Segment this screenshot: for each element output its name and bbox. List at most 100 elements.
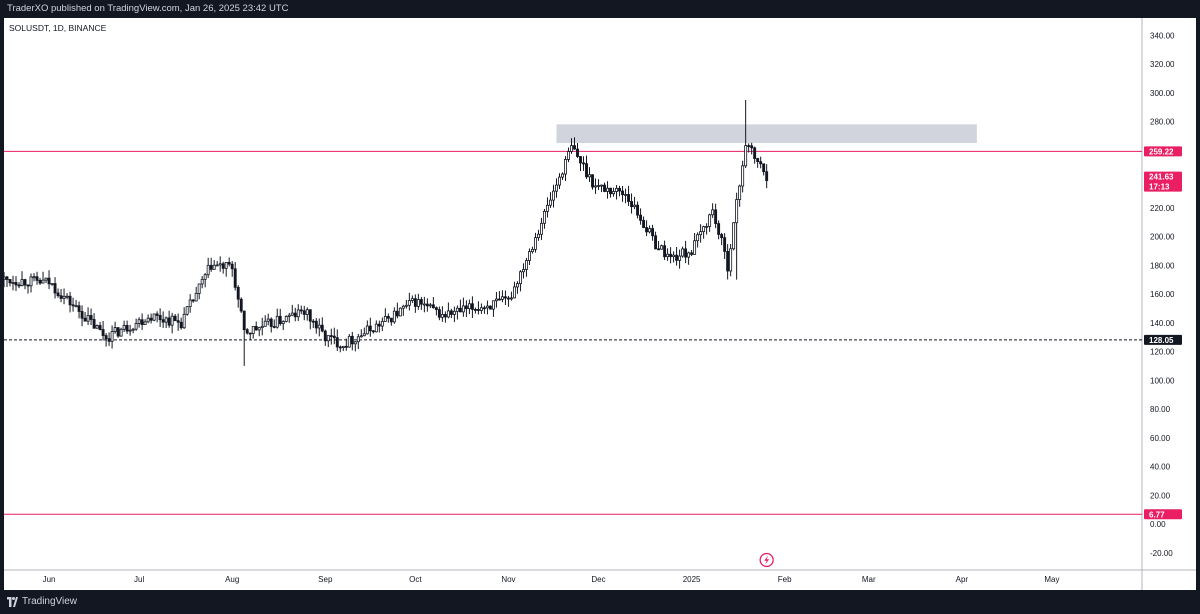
y-tick-label: 320.00	[1150, 60, 1175, 69]
candle-body	[756, 158, 760, 163]
candle-body	[458, 307, 462, 313]
candle-body	[522, 269, 525, 273]
candle-body	[65, 295, 69, 298]
candle-body	[585, 163, 588, 178]
candle-body	[663, 245, 667, 258]
candle-body	[302, 310, 306, 315]
candle-body	[143, 321, 147, 325]
y-tick-label: 200.00	[1150, 233, 1175, 242]
candle-body	[747, 145, 751, 148]
candle-body	[53, 283, 57, 294]
candle-body	[690, 252, 694, 255]
candle-body	[47, 277, 51, 285]
candle-body	[678, 255, 682, 261]
published-text: TraderXO published on TradingView.com, J…	[7, 3, 289, 14]
y-tick-label: 280.00	[1150, 118, 1175, 127]
level-tag-0-bg	[1144, 146, 1182, 157]
level-tag-0: 259.22	[1149, 147, 1174, 156]
candle-body	[368, 325, 372, 332]
candle-body	[627, 194, 630, 202]
candle-body	[284, 316, 288, 322]
candle-body	[488, 305, 492, 310]
candle-body	[579, 156, 582, 164]
candle-body	[726, 251, 730, 272]
candle-body	[443, 314, 447, 318]
candle-body	[512, 286, 516, 299]
candle-body	[215, 264, 219, 267]
candle-body	[128, 329, 132, 332]
candle-body	[137, 319, 141, 324]
candle-body	[546, 204, 549, 212]
candle-body	[410, 298, 414, 301]
tradingview-logo-icon	[7, 597, 18, 607]
candle-body	[621, 190, 624, 196]
candle-body	[176, 320, 180, 323]
candle-body	[431, 304, 435, 309]
candle-body	[41, 279, 45, 284]
candle-body	[440, 314, 444, 318]
candle-body	[323, 330, 327, 342]
y-tick-label: 0.00	[1150, 520, 1166, 529]
candle-body	[537, 233, 540, 239]
candle-body	[281, 321, 285, 325]
x-tick-label: Jun	[43, 575, 56, 584]
candle-body	[356, 336, 360, 343]
candle-body	[485, 305, 489, 309]
candle-body	[290, 312, 294, 316]
candle-body	[675, 254, 679, 261]
candle-body	[582, 162, 585, 165]
candle-body	[696, 234, 700, 242]
candle-body	[326, 335, 330, 342]
candle-body	[200, 278, 204, 285]
candle-body	[353, 341, 357, 345]
candle-body	[615, 187, 618, 192]
candle-body	[612, 191, 615, 195]
candle-body	[17, 284, 21, 287]
candle-body	[344, 345, 348, 348]
y-tick-label: 220.00	[1150, 204, 1175, 213]
candle-body	[101, 329, 105, 336]
chart-frame[interactable]: 340.00320.00300.00280.00260.00240.00220.…	[4, 18, 1196, 590]
candle-body	[44, 277, 48, 281]
candle-body	[212, 264, 216, 270]
x-tick-label: Dec	[591, 575, 605, 584]
candle-body	[119, 328, 123, 337]
x-tick-label: Feb	[778, 575, 792, 584]
candle-body	[233, 268, 237, 288]
candle-body	[540, 222, 543, 235]
candle-body	[35, 276, 39, 281]
candle-body	[735, 199, 739, 224]
candle-body	[50, 283, 54, 285]
candle-body	[182, 313, 186, 329]
candle-body	[657, 248, 661, 251]
level-tag-2-bg	[1144, 509, 1182, 520]
candle-body	[555, 184, 558, 192]
candle-body	[519, 271, 522, 285]
candle-body	[20, 279, 24, 287]
level-tag-1-bg	[1144, 334, 1182, 345]
candle-body	[567, 151, 570, 160]
candle-body	[359, 335, 363, 338]
candle-body	[32, 276, 36, 279]
candle-body	[104, 335, 108, 340]
candle-body	[164, 317, 168, 323]
candles	[4, 99, 769, 366]
candle-body	[242, 310, 246, 331]
candle-body	[152, 313, 156, 321]
candle-body	[618, 187, 621, 192]
candle-body	[708, 214, 712, 227]
candle-body	[62, 295, 66, 299]
candle-body	[8, 279, 12, 284]
candle-body	[227, 262, 231, 265]
candle-body	[194, 293, 198, 302]
candle-body	[170, 315, 174, 326]
candle-body	[503, 296, 507, 299]
candle-body	[299, 309, 303, 312]
candle-body	[741, 165, 745, 187]
candle-body	[392, 310, 396, 323]
price-chart[interactable]: 340.00320.00300.00280.00260.00240.00220.…	[4, 18, 1196, 590]
candle-body	[278, 315, 282, 325]
candle-body	[263, 320, 267, 327]
candle-body	[425, 303, 429, 307]
candle-body	[636, 204, 640, 216]
